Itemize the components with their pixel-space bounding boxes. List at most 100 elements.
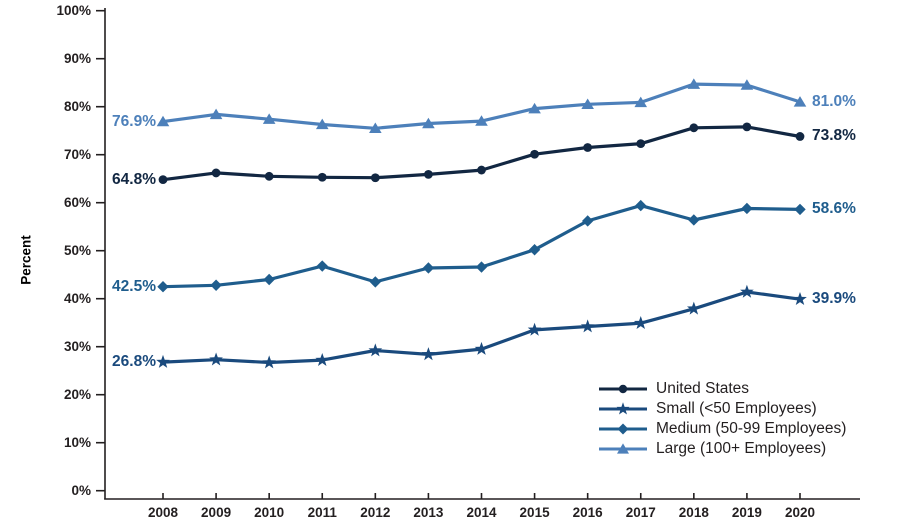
data-point [158, 175, 168, 185]
series-line [161, 204, 802, 289]
legend-label: United States [656, 380, 750, 397]
y-tick-labels: 0% 10% 20% 30% 40% 50% 60% 70% 80% 90% 100% [56, 3, 105, 498]
svg-text:2020: 2020 [785, 505, 815, 520]
legend-item-united-states: United States [599, 379, 846, 399]
annotation-first-medium: 42.5% [112, 277, 156, 295]
data-point [424, 169, 433, 179]
data-point [742, 122, 752, 132]
data-point [421, 347, 436, 361]
svg-text:2013: 2013 [413, 505, 444, 520]
svg-text:2016: 2016 [573, 505, 604, 520]
svg-text:2017: 2017 [626, 505, 656, 520]
data-point [316, 260, 328, 272]
legend-item-medium: Medium (50-99 Employees) [599, 419, 846, 439]
data-point [795, 132, 805, 141]
data-point [474, 341, 489, 355]
data-point [528, 244, 541, 256]
data-point [687, 78, 701, 89]
svg-text:2010: 2010 [254, 505, 284, 520]
svg-text:2019: 2019 [732, 505, 762, 520]
data-point [583, 143, 593, 152]
series-united-states [158, 122, 805, 185]
svg-text:90%: 90% [64, 51, 91, 66]
svg-text:2009: 2009 [201, 505, 231, 520]
data-point [634, 96, 648, 108]
legend-label: Small (<50 Employees) [656, 400, 817, 417]
data-point [262, 113, 276, 124]
x-tick-labels: 2008 2009 2010 2011 2012 2013 2014 2015 2016 2017… [148, 493, 815, 520]
data-point [793, 96, 807, 107]
data-point [475, 115, 488, 126]
annotation-first-small: 26.8% [112, 353, 156, 371]
legend-marker-triangle-icon [599, 440, 647, 458]
annotation-last-medium: 58.6% [812, 200, 856, 218]
data-point [689, 123, 699, 133]
series-large-100-employees [156, 78, 807, 133]
svg-text:10%: 10% [64, 435, 91, 450]
series-small-50-employees [156, 284, 807, 369]
legend-label: Medium (50-99 Employees) [656, 420, 847, 437]
data-point [528, 102, 541, 114]
svg-text:0%: 0% [71, 483, 91, 498]
data-point [209, 108, 223, 120]
svg-text:40%: 40% [64, 291, 91, 306]
svg-text:2008: 2008 [148, 505, 179, 520]
svg-text:2011: 2011 [308, 505, 338, 520]
data-point [635, 199, 647, 212]
data-point [580, 319, 595, 333]
legend-label: Large (100+ Employees) [656, 440, 827, 457]
data-point [740, 284, 754, 298]
svg-text:20%: 20% [64, 387, 91, 402]
data-point [262, 355, 277, 369]
series-medium-50-99-employees [157, 199, 806, 293]
annotation-last-large: 81.0% [812, 92, 856, 110]
svg-text:80%: 80% [64, 99, 91, 114]
legend-marker-star-icon [599, 400, 647, 418]
annotation-first-large: 76.9% [112, 112, 156, 130]
data-point [793, 291, 807, 305]
annotation-last-small: 39.9% [812, 290, 856, 308]
legend-marker-diamond-icon [599, 420, 647, 438]
legend: United States Small (<50 Employees) Medi… [599, 379, 846, 459]
data-point [581, 98, 594, 109]
svg-text:2014: 2014 [466, 505, 497, 520]
svg-text:30%: 30% [64, 339, 91, 354]
data-point [264, 171, 274, 181]
svg-text:2012: 2012 [360, 505, 390, 520]
annotation-first-united-states: 64.8% [112, 170, 156, 188]
data-point [369, 122, 382, 133]
data-point [156, 354, 170, 368]
annotation-last-united-states: 73.8% [812, 127, 856, 145]
data-point [530, 149, 539, 159]
legend-item-small: Small (<50 Employees) [599, 399, 846, 419]
legend-marker-circle-icon [599, 380, 647, 398]
data-point [686, 301, 701, 315]
data-point [210, 279, 222, 291]
data-point [477, 165, 486, 175]
svg-text:2015: 2015 [520, 505, 551, 520]
svg-text:100%: 100% [56, 3, 91, 18]
data-point [740, 79, 754, 90]
data-point [475, 261, 488, 273]
data-point [211, 168, 221, 178]
data-point [422, 262, 435, 274]
svg-text:50%: 50% [64, 243, 91, 258]
data-point [794, 203, 806, 216]
data-point [368, 343, 383, 357]
data-point [156, 115, 170, 127]
data-point [422, 117, 435, 129]
data-point [157, 281, 169, 293]
data-point [688, 214, 700, 226]
data-point [527, 322, 542, 336]
data-point [370, 173, 380, 183]
data-point [263, 273, 275, 286]
data-point [315, 352, 330, 366]
legend-item-large: Large (100+ Employees) [599, 439, 846, 459]
data-point [633, 315, 648, 329]
data-point [209, 352, 223, 366]
data-point [317, 172, 327, 182]
svg-text:2018: 2018 [679, 505, 710, 520]
data-point [369, 276, 382, 288]
